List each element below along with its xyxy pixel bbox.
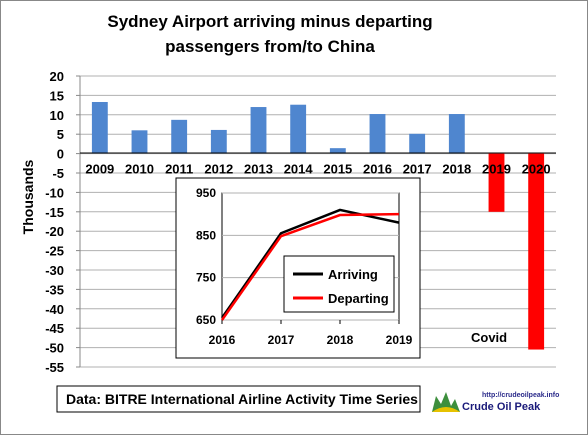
y-tick-label: -5 [52, 166, 64, 181]
y-tick-label: 5 [57, 127, 64, 142]
y-tick-label: -55 [45, 360, 64, 375]
y-tick-label: -35 [45, 282, 64, 297]
x-tick-label: 2018 [442, 162, 471, 177]
bar-2018 [448, 114, 465, 154]
y-tick-label: 20 [50, 69, 64, 84]
chart-title-line-1: Sydney Airport arriving minus departing [107, 12, 432, 31]
inset-x-tick-label: 2016 [209, 333, 236, 347]
covid-annotation: Covid [471, 330, 507, 345]
y-axis-label: Thousands [20, 159, 36, 234]
logo-graphic [432, 392, 460, 412]
y-tick-label: -25 [45, 244, 64, 259]
inset-y-tick-label: 650 [196, 313, 216, 327]
line-departing [220, 212, 400, 321]
y-tick-label: -50 [45, 341, 64, 356]
bar-2019 [488, 153, 505, 212]
x-tick-label: 2010 [125, 162, 154, 177]
y-tick-label: -10 [45, 185, 64, 200]
bar-2020 [528, 153, 545, 350]
y-tick-label: 0 [57, 147, 64, 162]
legend-label-departing: Departing [328, 291, 389, 306]
bar-2009 [91, 101, 108, 154]
logo-name: Crude Oil Peak [462, 401, 541, 413]
bar-2016 [369, 114, 386, 154]
inset-y-tick-label: 950 [196, 186, 216, 200]
x-tick-label: 2016 [363, 162, 392, 177]
bar-2017 [409, 133, 426, 154]
x-tick-label: 2019 [482, 162, 511, 177]
bar-series [91, 101, 545, 350]
source-text: Data: BITRE International Airline Activi… [66, 391, 418, 407]
inset-legend: Arriving Departing [283, 255, 395, 313]
source-box [56, 385, 421, 413]
inset-x-tick-label: 2019 [386, 333, 413, 347]
x-tick-label: 2017 [403, 162, 432, 177]
x-tick-label: 2014 [284, 162, 314, 177]
x-tick-label: 2009 [85, 162, 114, 177]
y-tick-label: -20 [45, 224, 64, 239]
bar-2011 [171, 119, 188, 154]
y-tick-labels: 20 15 10 5 0 -5 -10 -15 -20 -25 -30 -35 -40 -45 -50 -55 [45, 69, 64, 375]
inset-x-tick-label: 2018 [327, 333, 354, 347]
inset-y-tick-label: 850 [196, 228, 216, 242]
legend-label-arriving: Arriving [328, 267, 378, 282]
inset-y-tick-labels: 950 850 750 650 [196, 186, 216, 327]
y-tick-label: -30 [45, 263, 64, 278]
bar-2013 [250, 107, 267, 154]
bar-2012 [210, 129, 227, 154]
inset-y-tick-label: 750 [196, 271, 216, 285]
inset-chart: 950 850 750 650 2016 2017 2018 2019 Arriving D… [175, 177, 421, 359]
y-tick-label: 10 [50, 108, 64, 123]
x-tick-label: 2011 [165, 162, 193, 177]
bar-2015 [329, 148, 346, 154]
legend-box [283, 255, 395, 313]
x-tick-label: 2013 [244, 162, 273, 177]
bar-2014 [290, 104, 307, 154]
y-tick-label: 15 [50, 88, 64, 103]
x-tick-label: 2012 [204, 162, 233, 177]
inset-x-tick-labels: 2016 2017 2018 2019 [209, 333, 413, 347]
logo-graphic-sun [432, 407, 460, 412]
y-tick-label: -40 [45, 302, 64, 317]
x-tick-label: 2020 [522, 162, 551, 177]
x-tick-label: 2015 [323, 162, 352, 177]
inset-x-tick-label: 2017 [268, 333, 295, 347]
inset-line-series [220, 208, 400, 321]
logo-url: http://crudeoilpeak.info [482, 392, 559, 399]
bar-2010 [131, 130, 148, 154]
chart-title-line-2: passengers from/to China [165, 37, 375, 56]
x-tick-labels: 2009 2010 2011 2012 2013 2014 2015 2016 2017 2018… [85, 162, 550, 177]
crude-oil-peak-logo: http://crudeoilpeak.info Crude Oil Peak [432, 392, 559, 413]
line-arriving [220, 208, 400, 319]
y-tick-label: -45 [45, 321, 64, 336]
y-tick-label: -15 [45, 205, 64, 220]
